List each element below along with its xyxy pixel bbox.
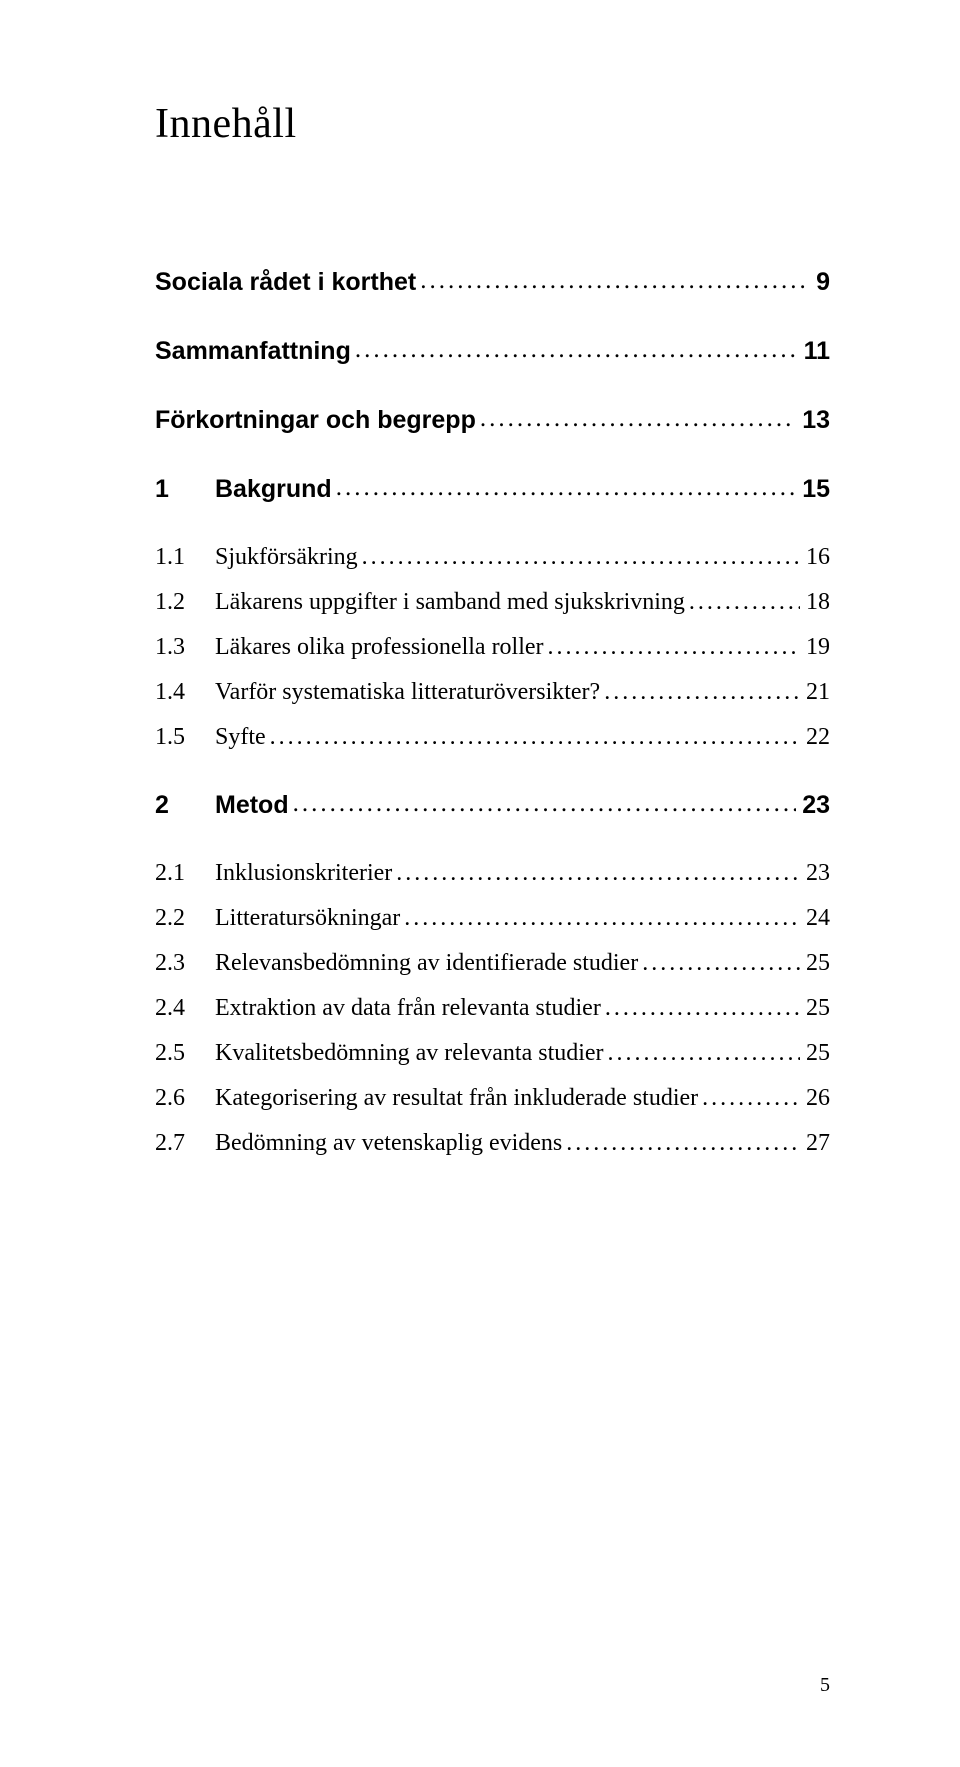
toc-subsection-row: 2.2Litteratursökningar..................… bbox=[155, 905, 830, 932]
toc-entry-label: Extraktion av data från relevanta studie… bbox=[215, 995, 601, 1022]
toc-leader-dots: ........................................… bbox=[351, 336, 798, 364]
toc-entry-page: 23 bbox=[796, 791, 830, 820]
toc-entry-number: 1.2 bbox=[155, 589, 215, 616]
toc-subsection-row: 1.1Sjukförsäkring.......................… bbox=[155, 544, 830, 571]
toc-entry-label: Förkortningar och begrepp bbox=[155, 406, 476, 435]
toc-entry-page: 15 bbox=[796, 475, 830, 504]
toc-subsection-row: 1.5Syfte................................… bbox=[155, 724, 830, 751]
toc-entry-page: 18 bbox=[800, 589, 830, 616]
toc-entry-page: 16 bbox=[800, 544, 830, 571]
toc-entry-label: Sammanfattning bbox=[155, 337, 351, 366]
toc-leader-dots: ........................................… bbox=[685, 589, 800, 616]
toc-body: Sociala rådet i korthet.................… bbox=[155, 268, 830, 1157]
toc-entry-number: 2 bbox=[155, 791, 215, 820]
toc-entry-page: 13 bbox=[796, 406, 830, 435]
toc-leader-dots: ........................................… bbox=[604, 1040, 800, 1067]
toc-entry-number: 2.1 bbox=[155, 860, 215, 887]
toc-entry-number: 1.4 bbox=[155, 679, 215, 706]
toc-subsection-row: 2.3Relevansbedömning av identifierade st… bbox=[155, 950, 830, 977]
toc-entry-label: Kvalitetsbedömning av relevanta studier bbox=[215, 1040, 604, 1067]
toc-leader-dots: ........................................… bbox=[332, 474, 797, 502]
toc-entry-number: 1.3 bbox=[155, 634, 215, 661]
toc-subsection-row: 1.2Läkarens uppgifter i samband med sjuk… bbox=[155, 589, 830, 616]
toc-section-row: Sociala rådet i korthet.................… bbox=[155, 268, 830, 297]
toc-entry-label: Sociala rådet i korthet bbox=[155, 268, 416, 297]
toc-entry-page: 22 bbox=[800, 724, 830, 751]
toc-entry-label: Metod bbox=[215, 791, 289, 820]
toc-entry-number: 2.4 bbox=[155, 995, 215, 1022]
toc-entry-page: 21 bbox=[800, 679, 830, 706]
toc-entry-page: 11 bbox=[798, 337, 830, 366]
page-number-footer: 5 bbox=[820, 1674, 830, 1697]
toc-entry-page: 27 bbox=[800, 1130, 830, 1157]
toc-leader-dots: ........................................… bbox=[289, 790, 797, 818]
toc-entry-label: Litteratursökningar bbox=[215, 905, 400, 932]
toc-leader-dots: ........................................… bbox=[476, 405, 796, 433]
toc-entry-page: 24 bbox=[800, 905, 830, 932]
toc-section-row: 1Bakgrund...............................… bbox=[155, 475, 830, 504]
toc-leader-dots: ........................................… bbox=[400, 905, 800, 932]
toc-entry-number: 1 bbox=[155, 475, 215, 504]
toc-subsection-row: 2.1Inklusionskriterier..................… bbox=[155, 860, 830, 887]
toc-entry-number: 2.3 bbox=[155, 950, 215, 977]
toc-entry-number: 2.7 bbox=[155, 1130, 215, 1157]
toc-leader-dots: ........................................… bbox=[358, 544, 800, 571]
toc-entry-label: Relevansbedömning av identifierade studi… bbox=[215, 950, 638, 977]
toc-leader-dots: ........................................… bbox=[266, 724, 800, 751]
toc-entry-label: Sjukförsäkring bbox=[215, 544, 358, 571]
toc-entry-number: 1.5 bbox=[155, 724, 215, 751]
toc-subsection-row: 2.6Kategorisering av resultat från inklu… bbox=[155, 1085, 830, 1112]
toc-subsection-row: 2.5Kvalitetsbedömning av relevanta studi… bbox=[155, 1040, 830, 1067]
toc-leader-dots: ........................................… bbox=[600, 679, 800, 706]
toc-leader-dots: ........................................… bbox=[562, 1130, 800, 1157]
toc-entry-number: 2.5 bbox=[155, 1040, 215, 1067]
toc-entry-page: 25 bbox=[800, 1040, 830, 1067]
toc-entry-page: 25 bbox=[800, 950, 830, 977]
toc-entry-number: 2.2 bbox=[155, 905, 215, 932]
toc-entry-label: Bedömning av vetenskaplig evidens bbox=[215, 1130, 562, 1157]
toc-leader-dots: ........................................… bbox=[601, 995, 800, 1022]
toc-entry-label: Kategorisering av resultat från inkluder… bbox=[215, 1085, 698, 1112]
toc-section-row: 2Metod..................................… bbox=[155, 791, 830, 820]
toc-entry-number: 1.1 bbox=[155, 544, 215, 571]
toc-subsection-row: 2.7Bedömning av vetenskaplig evidens....… bbox=[155, 1130, 830, 1157]
toc-entry-page: 19 bbox=[800, 634, 830, 661]
toc-leader-dots: ........................................… bbox=[544, 634, 800, 661]
toc-subsection-row: 1.4Varför systematiska litteraturöversik… bbox=[155, 679, 830, 706]
toc-subsection-row: 1.3Läkares olika professionella roller..… bbox=[155, 634, 830, 661]
toc-subsection-row: 2.4Extraktion av data från relevanta stu… bbox=[155, 995, 830, 1022]
toc-entry-label: Varför systematiska litteraturöversikter… bbox=[215, 679, 600, 706]
toc-leader-dots: ........................................… bbox=[638, 950, 800, 977]
toc-entry-label: Bakgrund bbox=[215, 475, 332, 504]
toc-leader-dots: ........................................… bbox=[392, 860, 800, 887]
toc-leader-dots: ........................................… bbox=[416, 267, 810, 295]
toc-entry-page: 25 bbox=[800, 995, 830, 1022]
toc-entry-label: Inklusionskriterier bbox=[215, 860, 392, 887]
toc-leader-dots: ........................................… bbox=[698, 1085, 800, 1112]
toc-entry-page: 9 bbox=[810, 268, 830, 297]
toc-title: Innehåll bbox=[155, 100, 830, 148]
toc-entry-page: 23 bbox=[800, 860, 830, 887]
toc-section-row: Sammanfattning..........................… bbox=[155, 337, 830, 366]
toc-entry-label: Läkarens uppgifter i samband med sjukskr… bbox=[215, 589, 685, 616]
toc-entry-label: Läkares olika professionella roller bbox=[215, 634, 544, 661]
page: Innehåll Sociala rådet i korthet........… bbox=[0, 0, 960, 1767]
toc-entry-page: 26 bbox=[800, 1085, 830, 1112]
toc-section-row: Förkortningar och begrepp...............… bbox=[155, 406, 830, 435]
toc-entry-label: Syfte bbox=[215, 724, 266, 751]
toc-entry-number: 2.6 bbox=[155, 1085, 215, 1112]
